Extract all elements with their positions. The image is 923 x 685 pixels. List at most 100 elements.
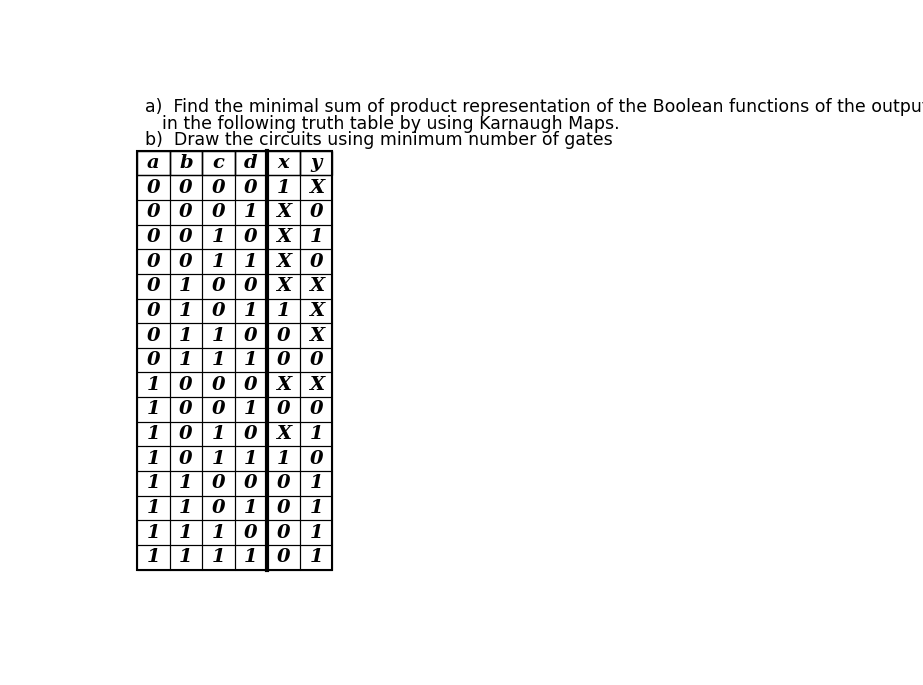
Bar [170,200,202,225]
Text: 1: 1 [211,548,225,566]
Text: 1: 1 [147,425,161,443]
Bar [268,397,300,422]
Bar [202,348,234,373]
Bar [300,348,332,373]
Bar [138,151,170,175]
Text: 0: 0 [277,401,291,419]
Bar [170,373,202,397]
Bar [202,471,234,496]
Bar [138,151,332,570]
Bar [268,373,300,397]
Text: 0: 0 [147,327,161,345]
Text: 1: 1 [179,302,193,320]
Text: 0: 0 [211,277,225,295]
Bar [268,200,300,225]
Text: X: X [276,228,291,246]
Bar [170,496,202,521]
Bar [202,373,234,397]
Text: 1: 1 [245,203,258,221]
Bar [202,175,234,200]
Text: 0: 0 [309,253,323,271]
Bar [170,422,202,447]
Text: 0: 0 [147,351,161,369]
Bar [202,397,234,422]
Bar [138,299,170,323]
Text: b: b [179,154,193,172]
Bar [268,545,300,570]
Text: 1: 1 [147,523,161,542]
Bar [202,545,234,570]
Bar [268,225,300,249]
Text: 0: 0 [245,523,258,542]
Bar [138,249,170,274]
Text: 1: 1 [179,475,193,493]
Bar [170,175,202,200]
Text: 0: 0 [245,376,258,394]
Bar [202,274,234,299]
Bar [268,175,300,200]
Text: X: X [308,302,324,320]
Bar [170,299,202,323]
Bar [202,151,234,175]
Bar [170,521,202,545]
Bar [138,323,170,348]
Text: a)  Find the minimal sum of product representation of the Boolean functions of t: a) Find the minimal sum of product repre… [145,97,923,116]
Bar [268,348,300,373]
Bar [300,225,332,249]
Text: 1: 1 [211,425,225,443]
Bar [268,323,300,348]
Text: c: c [212,154,224,172]
Bar [202,249,234,274]
Text: 0: 0 [179,228,193,246]
Bar [268,151,300,175]
Bar [170,274,202,299]
Text: 1: 1 [179,277,193,295]
Text: 1: 1 [147,401,161,419]
Text: 0: 0 [147,203,161,221]
Text: 0: 0 [147,253,161,271]
Text: 0: 0 [211,179,225,197]
Text: 0: 0 [245,179,258,197]
Bar [268,299,300,323]
Bar [234,175,268,200]
Text: 0: 0 [147,228,161,246]
Text: 0: 0 [277,499,291,517]
Bar [202,447,234,471]
Bar [300,545,332,570]
Bar [300,299,332,323]
Bar [234,299,268,323]
Text: 0: 0 [211,302,225,320]
Bar [138,496,170,521]
Text: 0: 0 [277,327,291,345]
Text: 1: 1 [277,179,291,197]
Bar [268,447,300,471]
Bar [170,151,202,175]
Bar [138,225,170,249]
Bar [202,496,234,521]
Text: 0: 0 [245,228,258,246]
Text: 1: 1 [309,499,323,517]
Bar [300,175,332,200]
Bar [300,471,332,496]
Text: X: X [308,179,324,197]
Text: 0: 0 [211,401,225,419]
Text: 1: 1 [179,351,193,369]
Text: 0: 0 [147,179,161,197]
Bar [138,397,170,422]
Text: X: X [276,253,291,271]
Bar [202,225,234,249]
Text: 0: 0 [179,179,193,197]
Text: 1: 1 [211,351,225,369]
Text: 0: 0 [245,425,258,443]
Bar [268,422,300,447]
Text: b)  Draw the circuits using minimum number of gates: b) Draw the circuits using minimum numbe… [145,132,613,149]
Bar [202,200,234,225]
Bar [138,373,170,397]
Text: 1: 1 [147,450,161,468]
Bar [234,249,268,274]
Bar [138,521,170,545]
Text: y: y [310,154,322,172]
Bar [234,496,268,521]
Bar [268,471,300,496]
Text: X: X [308,327,324,345]
